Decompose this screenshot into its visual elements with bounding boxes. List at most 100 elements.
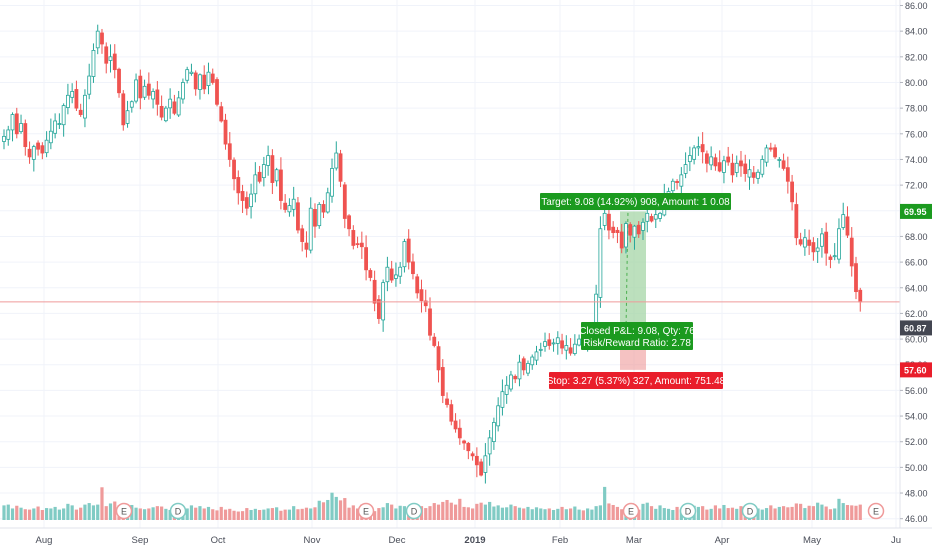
volume-bar	[513, 506, 517, 520]
candle-body	[551, 342, 556, 345]
volume-bar	[471, 508, 475, 520]
candle-body	[632, 225, 637, 238]
dividend-marker[interactable]: D	[679, 502, 697, 520]
volume-bar	[428, 506, 432, 520]
candle-body	[385, 266, 390, 283]
price-tick-label: 74.00	[905, 155, 928, 165]
candle-body	[491, 422, 496, 442]
volume-bar	[590, 509, 594, 520]
candle-body	[210, 73, 215, 83]
volume-bar	[488, 501, 492, 520]
candle-body	[832, 255, 837, 258]
price-tick-label: 68.00	[905, 232, 928, 242]
event-circle	[169, 502, 187, 520]
candle-body	[138, 75, 143, 99]
candle-body	[683, 164, 688, 174]
volume-bar	[15, 505, 19, 520]
candle-body	[598, 228, 603, 298]
volume-bar	[453, 504, 458, 520]
candle-body	[240, 191, 245, 201]
volume-bar	[483, 504, 487, 520]
time-tick-label: 2019	[464, 535, 485, 546]
volume-bar	[223, 509, 228, 520]
candle-body	[615, 229, 620, 233]
candle-body	[325, 192, 330, 213]
candle-body	[521, 358, 526, 371]
stop-price-badge-bg	[900, 362, 932, 378]
candle-body	[87, 75, 92, 95]
volume-bar	[62, 508, 66, 520]
candle-body	[453, 420, 458, 430]
volume-bar	[675, 506, 679, 520]
candle-body	[466, 442, 471, 452]
candle-body	[653, 214, 658, 220]
dividend-marker[interactable]: D	[169, 502, 187, 520]
candle-body	[215, 79, 219, 105]
volume-bar	[811, 506, 815, 520]
candle-body	[513, 375, 518, 380]
volume-bar	[296, 509, 300, 520]
candle-body	[48, 130, 53, 144]
volume-bar	[816, 502, 820, 520]
volume-bar	[807, 505, 811, 520]
volume-bar	[462, 506, 466, 520]
stop-label[interactable]: Stop: 3.27 (5.37%) 327, Amount: 751.48	[547, 372, 726, 389]
volume-bar	[87, 503, 91, 520]
candle-body	[705, 153, 709, 164]
earnings-marker[interactable]: E	[115, 502, 133, 520]
candle-body	[334, 152, 339, 169]
event-letter: E	[121, 507, 127, 517]
candle-body	[283, 202, 288, 210]
time-tick-label: Nov	[304, 535, 321, 546]
current-price-badge[interactable]: 60.87	[900, 320, 932, 336]
candle-body	[858, 289, 863, 303]
volume-bar	[564, 509, 568, 520]
stop-price-badge[interactable]: 57.60	[900, 362, 932, 378]
time-tick-label: Sep	[132, 535, 149, 546]
target-label[interactable]: Target: 9.08 (14.92%) 908, Amount: 1 0.0…	[540, 193, 731, 210]
time-tick-label: Feb	[552, 535, 568, 546]
event-letter: D	[175, 507, 182, 517]
candle-body	[611, 226, 616, 233]
volume-bar	[445, 499, 449, 520]
volume-bar	[432, 503, 436, 520]
candle-body	[53, 120, 58, 134]
candle-body	[57, 123, 62, 125]
earnings-marker[interactable]: E	[867, 502, 885, 520]
earnings-marker[interactable]: E	[357, 502, 375, 520]
volume-bar	[641, 503, 645, 520]
dividend-marker[interactable]: D	[405, 502, 423, 520]
candle-body	[739, 160, 743, 167]
price-tick-label: 54.00	[905, 412, 928, 422]
target-price-badge[interactable]: 69.95	[900, 203, 932, 219]
candle-body	[104, 46, 109, 64]
volume-bar	[57, 509, 61, 520]
volume-bar	[586, 508, 590, 520]
volume-bar	[36, 506, 40, 520]
candle-body	[23, 123, 28, 148]
dividend-marker[interactable]: D	[741, 502, 759, 520]
price-axis[interactable]: 46.0048.0050.0052.0054.0056.0058.0060.00…	[899, 0, 932, 528]
earnings-marker[interactable]: E	[622, 502, 640, 520]
volume-bar	[424, 508, 428, 520]
candle-body	[811, 242, 816, 253]
candle-body	[798, 239, 803, 245]
candle-body	[432, 336, 437, 346]
candle-body	[168, 98, 173, 109]
candle-body	[61, 105, 66, 126]
candle-body	[163, 107, 168, 122]
candle-body	[411, 261, 415, 275]
volume-bar	[402, 506, 407, 520]
candle-body	[845, 216, 850, 236]
candle-body	[500, 391, 505, 408]
candle-body	[815, 247, 820, 252]
candle-body	[692, 147, 697, 160]
volume-bar	[142, 509, 147, 520]
target-price-badge-bg	[900, 203, 932, 219]
time-axis[interactable]: Aug Sep Oct Nov Dec 2019 Feb Mar Apr May Ju	[0, 527, 932, 550]
position-labels[interactable]: Target: 9.08 (14.92%) 908, Amount: 1 0.0…	[540, 193, 731, 389]
